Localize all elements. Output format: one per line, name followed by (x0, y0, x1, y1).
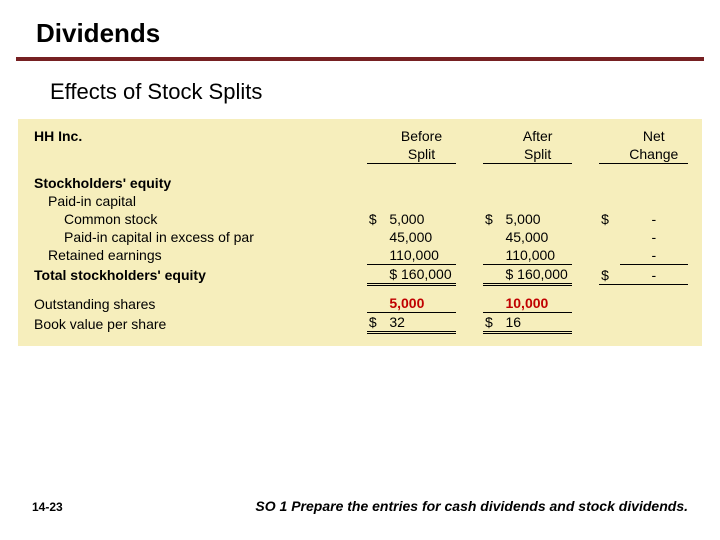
slide-title: Dividends (0, 0, 720, 57)
hdr-net-2: Change (620, 145, 688, 164)
hdr-before-1: Before (387, 127, 455, 145)
sym: $ (367, 313, 387, 333)
hdr-net-1: Net (620, 127, 688, 145)
label-bvps: Book value per share (32, 313, 367, 333)
section-row: Stockholders' equity (32, 174, 688, 192)
label-excess: Paid-in capital in excess of par (32, 228, 367, 246)
row-excess: Paid-in capital in excess of par 45,000 … (32, 228, 688, 246)
val-excess-after: 45,000 (503, 228, 571, 246)
hdr-after-2: Split (503, 145, 571, 164)
section-label: Stockholders' equity (32, 174, 367, 192)
val-bvps-before: 32 (387, 313, 455, 333)
row-common: Common stock $5,000 $5,000 $- (32, 210, 688, 228)
study-objective: SO 1 Prepare the entries for cash divide… (255, 498, 688, 514)
val-shares-after: 10,000 (503, 294, 571, 313)
company-name: HH Inc. (32, 127, 367, 145)
val-shares-before: 5,000 (387, 294, 455, 313)
row-bvps: Book value per share $32 $16 (32, 313, 688, 333)
val-total-before: $ 160,000 (387, 264, 455, 284)
sym: $ (599, 210, 619, 228)
row-shares: Outstanding shares 5,000 10,000 (32, 294, 688, 313)
val-excess-before: 45,000 (387, 228, 455, 246)
sym: $ (367, 210, 387, 228)
val-total-net: - (620, 264, 688, 284)
label-total: Total stockholders' equity (32, 264, 367, 284)
val-retained-before: 110,000 (387, 246, 455, 265)
val-retained-net: - (620, 246, 688, 265)
page-number: 14-23 (32, 500, 63, 514)
hdr-after-1: After (503, 127, 571, 145)
equity-table: HH Inc. Before After Net Split Split Cha… (18, 119, 702, 346)
label-paidin: Paid-in capital (32, 192, 367, 210)
val-excess-net: - (620, 228, 688, 246)
subtitle: Effects of Stock Splits (0, 61, 720, 119)
footer: 14-23 SO 1 Prepare the entries for cash … (0, 498, 720, 514)
label-shares: Outstanding shares (32, 294, 367, 313)
sym: $ (599, 264, 619, 284)
label-common: Common stock (32, 210, 367, 228)
row-paidin: Paid-in capital (32, 192, 688, 210)
label-retained: Retained earnings (32, 246, 367, 265)
val-total-after: $ 160,000 (503, 264, 571, 284)
sym: $ (483, 210, 503, 228)
val-retained-after: 110,000 (503, 246, 571, 265)
val-common-after: 5,000 (503, 210, 571, 228)
row-retained: Retained earnings 110,000 110,000 - (32, 246, 688, 265)
sym: $ (483, 313, 503, 333)
header-row-1: HH Inc. Before After Net (32, 127, 688, 145)
header-row-2: Split Split Change (32, 145, 688, 164)
hdr-before-2: Split (387, 145, 455, 164)
val-common-net: - (620, 210, 688, 228)
val-bvps-after: 16 (503, 313, 571, 333)
row-total: Total stockholders' equity $ 160,000 $ 1… (32, 264, 688, 284)
val-common-before: 5,000 (387, 210, 455, 228)
